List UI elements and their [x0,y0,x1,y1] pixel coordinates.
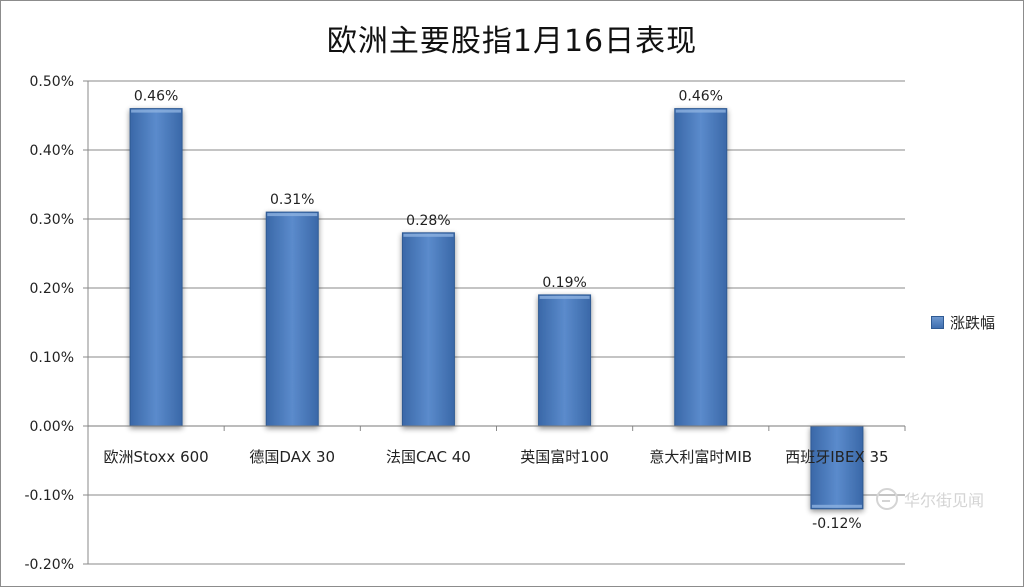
x-tick-label: 意大利富时MIB [649,448,752,466]
legend-swatch [931,316,944,329]
y-tick-label: 0.40% [30,143,74,159]
y-tick-label: 0.10% [30,350,74,366]
x-tick-label: 西班牙IBEX 35 [785,448,888,466]
data-label: 0.46% [679,89,723,105]
bar [265,211,319,427]
bar-highlight [267,213,318,217]
bar [401,232,455,427]
data-label: 0.31% [270,192,314,208]
x-tick-label: 英国富时100 [520,448,609,466]
bar-highlight [675,109,726,113]
chart-title: 欧洲主要股指1月16日表现 [326,24,698,59]
bar-highlight [811,504,862,508]
watermark-text: 华尔街见闻 [904,491,985,510]
bar [810,425,864,510]
watermark: 华尔街见闻 [876,487,984,511]
y-tick-label: -0.20% [24,557,74,573]
bar-highlight [131,109,182,113]
legend: 涨跌幅 [931,312,995,333]
y-tick-label: 0.50% [30,74,74,90]
bar-highlight [403,233,454,237]
x-tick-label: 法国CAC 40 [386,448,471,466]
y-tick-label: -0.10% [24,488,74,504]
bar [674,108,728,427]
bar [129,108,183,427]
watermark-logo-icon [876,488,898,510]
data-label: 0.28% [406,213,450,229]
x-tick-label: 德国DAX 30 [249,448,335,466]
y-tick-label: 0.20% [30,281,74,297]
data-label: 0.46% [134,89,178,105]
legend-label: 涨跌幅 [950,314,996,332]
data-label: -0.12% [812,516,862,532]
bar-highlight [539,295,590,299]
data-label: 0.19% [542,275,586,291]
x-tick-label: 欧洲Stoxx 600 [103,448,208,466]
y-tick-label: 0.00% [30,419,74,435]
y-tick-label: 0.30% [30,212,74,228]
bar [538,294,592,427]
